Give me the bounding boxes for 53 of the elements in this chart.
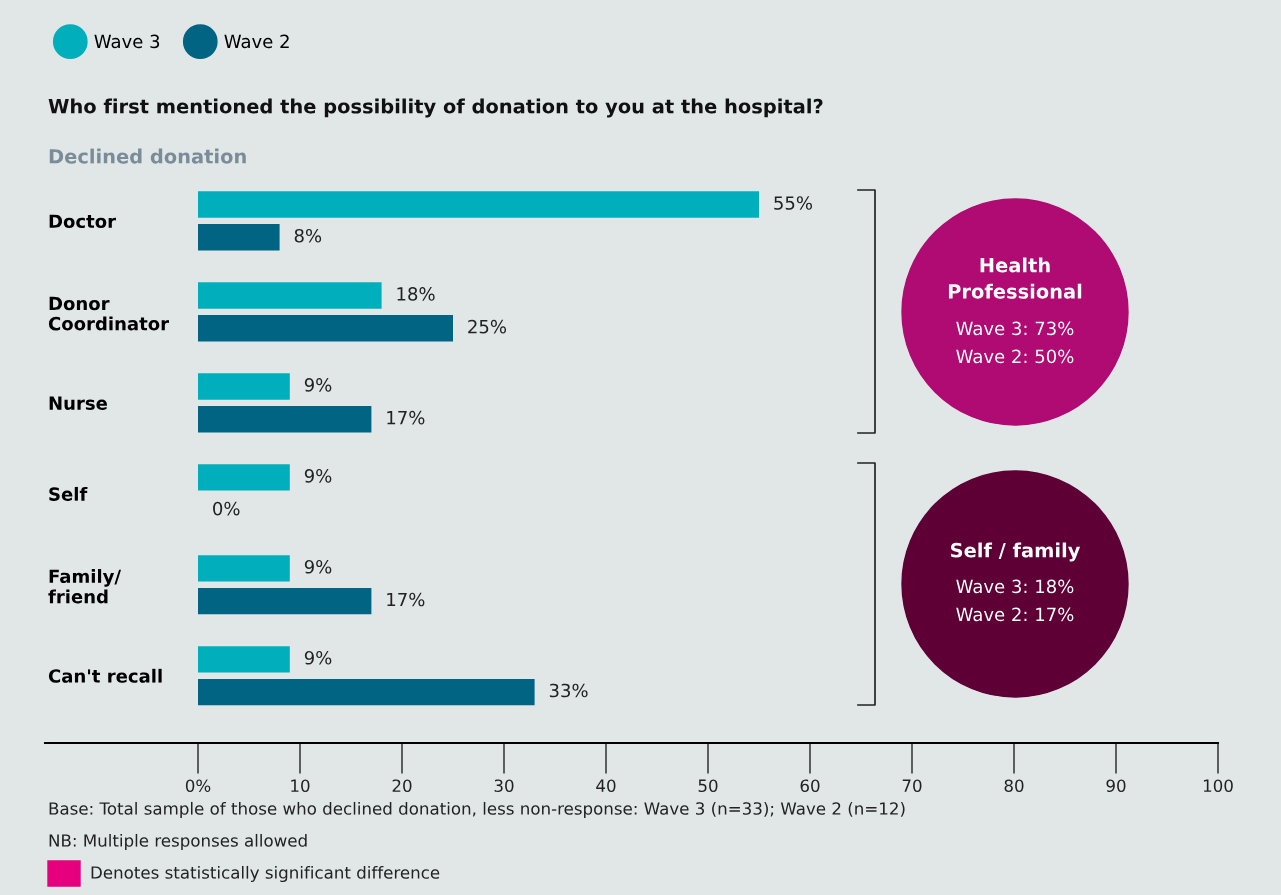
bar <box>198 224 280 251</box>
bar <box>198 282 382 309</box>
x-tick-label: 50 <box>698 779 718 793</box>
x-tick-label: 90 <box>1106 779 1126 793</box>
annotation: Wave 3: 18% <box>956 579 1074 594</box>
legend-label: Wave 2 <box>224 34 289 49</box>
x-tick-label: 60 <box>800 779 820 793</box>
data-label: 9% <box>304 650 332 665</box>
text: NB: Multiple responses allowed <box>49 833 307 851</box>
y-tick-label: Can't recall <box>48 668 162 683</box>
x-tick-label: 10 <box>291 779 310 793</box>
annotation: Self / family <box>950 542 1081 562</box>
data-label: 9% <box>304 378 332 392</box>
bar <box>198 315 453 342</box>
y-tick-label: Donor Coordinator <box>48 296 169 331</box>
x-tick-label: 100 <box>1203 779 1233 793</box>
annotation: Health Professional <box>948 257 1082 299</box>
data-label: 25% <box>468 319 507 334</box>
x-tick-label: 0% <box>185 779 211 793</box>
data-label: 9% <box>304 559 332 574</box>
text: Denotes statistically significant difference <box>91 865 440 883</box>
data-label: 33% <box>549 683 588 698</box>
x-tick-label: 40 <box>596 779 616 793</box>
x-tick-label: 80 <box>1004 779 1024 793</box>
bar <box>198 191 759 218</box>
y-tick-label: Doctor <box>49 214 116 229</box>
bar <box>198 587 372 615</box>
data-label: 55% <box>774 196 813 210</box>
bar <box>198 646 290 673</box>
y-tick-label: Family/ friend <box>48 569 122 604</box>
annotation: Wave 2: 50% <box>956 349 1074 364</box>
annotation: Wave 2: 17% <box>956 607 1074 622</box>
annotation: Wave 3: 73% <box>956 321 1074 336</box>
data-label: 17% <box>387 410 425 425</box>
data-label: 9% <box>304 469 332 483</box>
bar <box>198 406 372 433</box>
legend-label: Wave 3 <box>94 34 160 49</box>
bar <box>198 555 290 582</box>
text: Base: Total sample of those who declined donation, less non-response: Wave 3 (n=33); Wave 2 (n=12) <box>49 801 905 819</box>
data-label: 18% <box>397 287 435 301</box>
y-tick-label: Nurse <box>49 396 107 410</box>
chart-subtitle: Declined donation <box>49 148 246 164</box>
data-label: 17% <box>387 592 425 607</box>
bar <box>198 373 290 400</box>
x-tick-label: 70 <box>902 779 922 793</box>
x-tick-label: 20 <box>392 779 412 793</box>
x-tick-label: 30 <box>494 779 514 793</box>
bar <box>198 678 535 706</box>
chart-title: Who first mentioned the possibility of donation to you at the hospital? <box>48 98 823 118</box>
data-label: 0% <box>213 501 240 516</box>
y-tick-label: Self <box>49 486 88 501</box>
bar <box>198 464 290 491</box>
data-label: 8% <box>294 228 322 243</box>
